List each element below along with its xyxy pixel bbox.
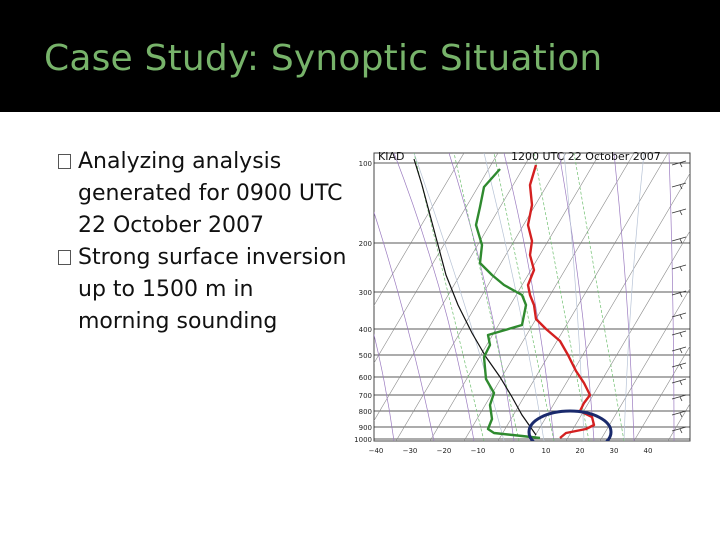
inversion-highlight-circle <box>527 409 613 441</box>
temperature-tick-label: −10 <box>471 447 486 455</box>
time-label: 1200 UTC 22 October 2007 <box>511 150 661 163</box>
pressure-tick-label: 800 <box>359 408 372 416</box>
pressure-tick-label: 900 <box>359 424 372 432</box>
pressure-axis: 100 200 300 400 500 600 700 800 900 1000 <box>354 160 372 444</box>
pressure-tick-label: 200 <box>359 240 372 248</box>
temperature-tick-label: 30 <box>610 447 619 455</box>
title-bar: Case Study: Synoptic Situation <box>0 0 720 112</box>
pressure-tick-label: 500 <box>359 352 372 360</box>
station-label: KIAD <box>378 150 404 163</box>
bullet-text: Analyzing analysis generated for 0900 UT… <box>78 149 343 238</box>
pressure-tick-label: 400 <box>359 326 372 334</box>
diagram-grid <box>374 153 690 441</box>
temperature-tick-label: 40 <box>644 447 653 455</box>
bullet-box-icon <box>58 154 71 169</box>
pressure-tick-label: 1000 <box>354 436 372 444</box>
bullet-box-icon <box>58 250 71 265</box>
wind-barbs <box>671 160 687 434</box>
temperature-tick-label: 10 <box>542 447 551 455</box>
temperature-tick-label: 20 <box>576 447 585 455</box>
bullet-list: Analyzing analysis generated for 0900 UT… <box>58 146 348 338</box>
bullet-text: Strong surface inversion up to 1500 m in… <box>78 245 347 334</box>
dewpoint-trace-line <box>474 168 541 440</box>
pressure-tick-label: 300 <box>359 289 372 297</box>
parcel-path-line <box>413 158 537 436</box>
bullet-item: Analyzing analysis generated for 0900 UT… <box>58 146 348 242</box>
temperature-tick-label: 0 <box>510 447 514 455</box>
pressure-tick-label: 600 <box>359 374 372 382</box>
pressure-tick-label: 100 <box>359 160 372 168</box>
temperature-axis: −40 −30 −20 −10 0 10 20 30 40 <box>369 447 653 455</box>
temperature-tick-label: −30 <box>403 447 418 455</box>
bullet-item: Strong surface inversion up to 1500 m in… <box>58 242 348 338</box>
skew-t-diagram: KIAD 1200 UTC 22 October 2007 100 200 30… <box>354 145 696 460</box>
pressure-tick-label: 700 <box>359 392 372 400</box>
temperature-trace-line <box>526 164 596 439</box>
temperature-tick-label: −20 <box>437 447 452 455</box>
temperature-tick-label: −40 <box>369 447 384 455</box>
slide-title: Case Study: Synoptic Situation <box>44 38 603 79</box>
